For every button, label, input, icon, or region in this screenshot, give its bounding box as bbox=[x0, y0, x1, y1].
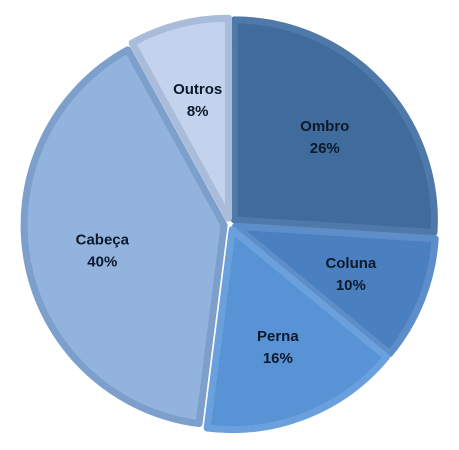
slice-label-perna: Perna bbox=[257, 328, 299, 345]
slice-value-ombro: 26% bbox=[310, 140, 340, 157]
slice-label-ombro: Ombro bbox=[300, 118, 349, 135]
slice-label-coluna: Coluna bbox=[325, 255, 376, 272]
pie-slices bbox=[24, 18, 435, 429]
slice-label-cabeca: Cabeça bbox=[76, 231, 130, 248]
slice-value-coluna: 10% bbox=[336, 277, 366, 294]
slice-value-cabeca: 40% bbox=[87, 253, 117, 270]
slice-label-outros: Outros bbox=[173, 81, 222, 98]
slice-value-perna: 16% bbox=[263, 350, 293, 367]
slice-value-outros: 8% bbox=[187, 103, 209, 120]
